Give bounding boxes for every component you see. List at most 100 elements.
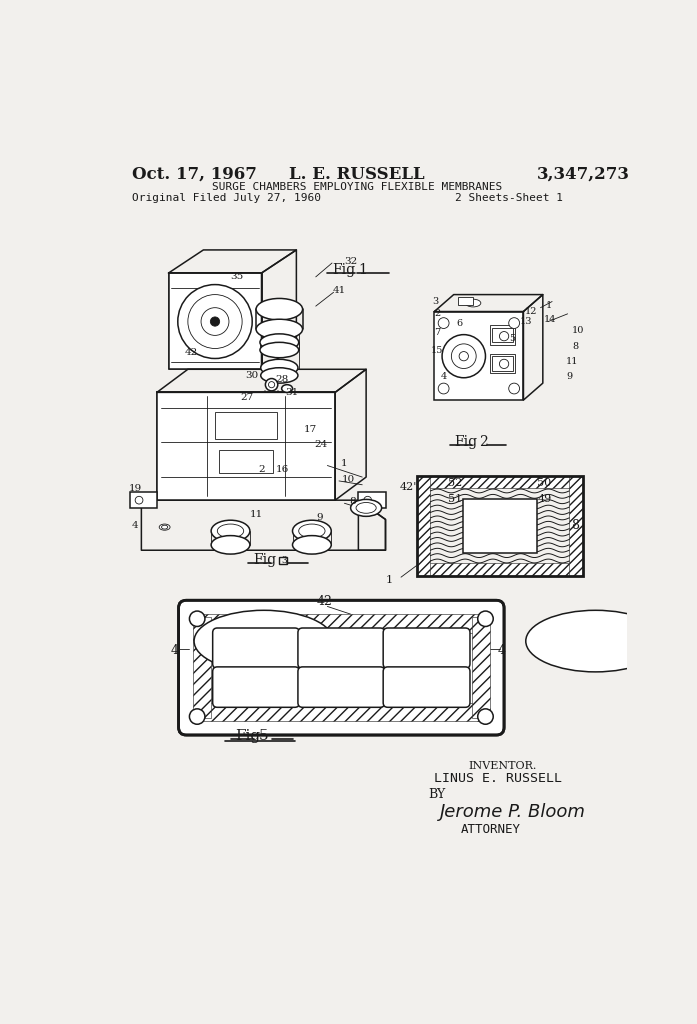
- Text: 43: 43: [419, 681, 434, 693]
- Bar: [417, 475, 431, 575]
- Ellipse shape: [190, 709, 205, 724]
- Bar: [196, 614, 487, 633]
- Bar: [192, 617, 211, 718]
- Ellipse shape: [526, 610, 665, 672]
- Text: 52: 52: [448, 478, 462, 488]
- Ellipse shape: [459, 351, 468, 360]
- Bar: [472, 617, 490, 718]
- FancyBboxPatch shape: [213, 667, 300, 708]
- Bar: [417, 475, 583, 575]
- FancyBboxPatch shape: [298, 667, 385, 708]
- Ellipse shape: [438, 383, 449, 394]
- Ellipse shape: [299, 524, 325, 538]
- Bar: [169, 273, 261, 370]
- Ellipse shape: [256, 298, 302, 319]
- Text: 17: 17: [304, 425, 317, 434]
- Text: 1: 1: [546, 301, 552, 310]
- FancyBboxPatch shape: [383, 667, 470, 708]
- Text: SURGE CHAMBERS EMPLOYING FLEXIBLE MEMBRANES: SURGE CHAMBERS EMPLOYING FLEXIBLE MEMBRA…: [212, 182, 502, 191]
- Ellipse shape: [217, 524, 244, 538]
- Ellipse shape: [256, 319, 302, 339]
- Text: LINUS E. RUSSELL: LINUS E. RUSSELL: [434, 772, 562, 785]
- FancyBboxPatch shape: [298, 628, 385, 669]
- Ellipse shape: [261, 368, 298, 383]
- Text: INVENTOR.: INVENTOR.: [468, 761, 537, 771]
- Bar: [417, 563, 583, 575]
- Bar: [358, 493, 385, 508]
- Text: 24: 24: [314, 440, 328, 450]
- Ellipse shape: [260, 342, 299, 357]
- Ellipse shape: [260, 334, 299, 351]
- Text: BY: BY: [428, 787, 445, 801]
- Text: 4: 4: [171, 644, 179, 656]
- Text: 2: 2: [258, 465, 265, 474]
- Text: 6: 6: [457, 318, 463, 328]
- Ellipse shape: [231, 525, 238, 529]
- Ellipse shape: [477, 709, 493, 724]
- Ellipse shape: [190, 611, 205, 627]
- Ellipse shape: [500, 332, 509, 341]
- Ellipse shape: [509, 383, 519, 394]
- Ellipse shape: [266, 379, 278, 391]
- Bar: [215, 412, 277, 438]
- Ellipse shape: [442, 335, 486, 378]
- Text: 6: 6: [495, 522, 504, 537]
- Text: 27: 27: [240, 392, 254, 401]
- Text: 10: 10: [572, 327, 585, 335]
- Bar: [157, 392, 335, 500]
- Text: Original Filed July 27, 1960: Original Filed July 27, 1960: [132, 194, 321, 204]
- Bar: [493, 356, 512, 371]
- Text: 5: 5: [259, 729, 269, 742]
- Bar: [463, 499, 537, 553]
- Bar: [490, 326, 515, 345]
- Ellipse shape: [293, 520, 331, 542]
- Text: Jerome P. Bloom: Jerome P. Bloom: [440, 803, 585, 821]
- Bar: [417, 475, 583, 487]
- Text: 9: 9: [316, 513, 323, 522]
- Ellipse shape: [261, 359, 298, 376]
- Text: 11: 11: [566, 357, 579, 367]
- Text: 1: 1: [386, 575, 393, 586]
- Ellipse shape: [293, 536, 331, 554]
- Text: Fig: Fig: [454, 434, 477, 449]
- Text: 13: 13: [520, 317, 533, 326]
- Ellipse shape: [356, 503, 376, 513]
- Ellipse shape: [477, 611, 493, 627]
- Ellipse shape: [201, 307, 229, 336]
- Text: 49: 49: [537, 494, 551, 504]
- Text: 3: 3: [432, 297, 438, 306]
- Text: Fig: Fig: [235, 729, 260, 742]
- Ellipse shape: [188, 295, 242, 348]
- Text: 32: 32: [344, 257, 358, 266]
- Text: ATTORNEY: ATTORNEY: [461, 823, 521, 837]
- Ellipse shape: [299, 524, 309, 530]
- Bar: [196, 702, 487, 721]
- Ellipse shape: [282, 385, 293, 392]
- Text: Fig: Fig: [332, 263, 355, 276]
- Text: 7: 7: [434, 328, 441, 337]
- Text: 42: 42: [316, 595, 332, 608]
- Ellipse shape: [159, 524, 170, 530]
- Text: 8: 8: [350, 498, 356, 506]
- Text: 14: 14: [544, 314, 556, 324]
- Text: 5: 5: [509, 334, 515, 343]
- Text: 31: 31: [285, 388, 298, 397]
- Ellipse shape: [211, 536, 250, 554]
- Text: 2: 2: [480, 434, 488, 449]
- Text: 11: 11: [250, 510, 263, 518]
- Bar: [493, 328, 512, 342]
- Bar: [457, 297, 473, 304]
- Text: 50: 50: [537, 478, 551, 488]
- Ellipse shape: [509, 317, 519, 329]
- Bar: [130, 493, 157, 508]
- Text: 45: 45: [248, 642, 264, 654]
- Text: 4: 4: [132, 521, 139, 530]
- Text: 41: 41: [332, 287, 346, 295]
- Ellipse shape: [135, 497, 143, 504]
- Text: 10: 10: [342, 475, 355, 484]
- Bar: [434, 311, 523, 400]
- Text: 8: 8: [572, 342, 579, 350]
- Text: 16: 16: [276, 465, 289, 474]
- Text: 30: 30: [245, 371, 259, 380]
- Bar: [279, 557, 287, 564]
